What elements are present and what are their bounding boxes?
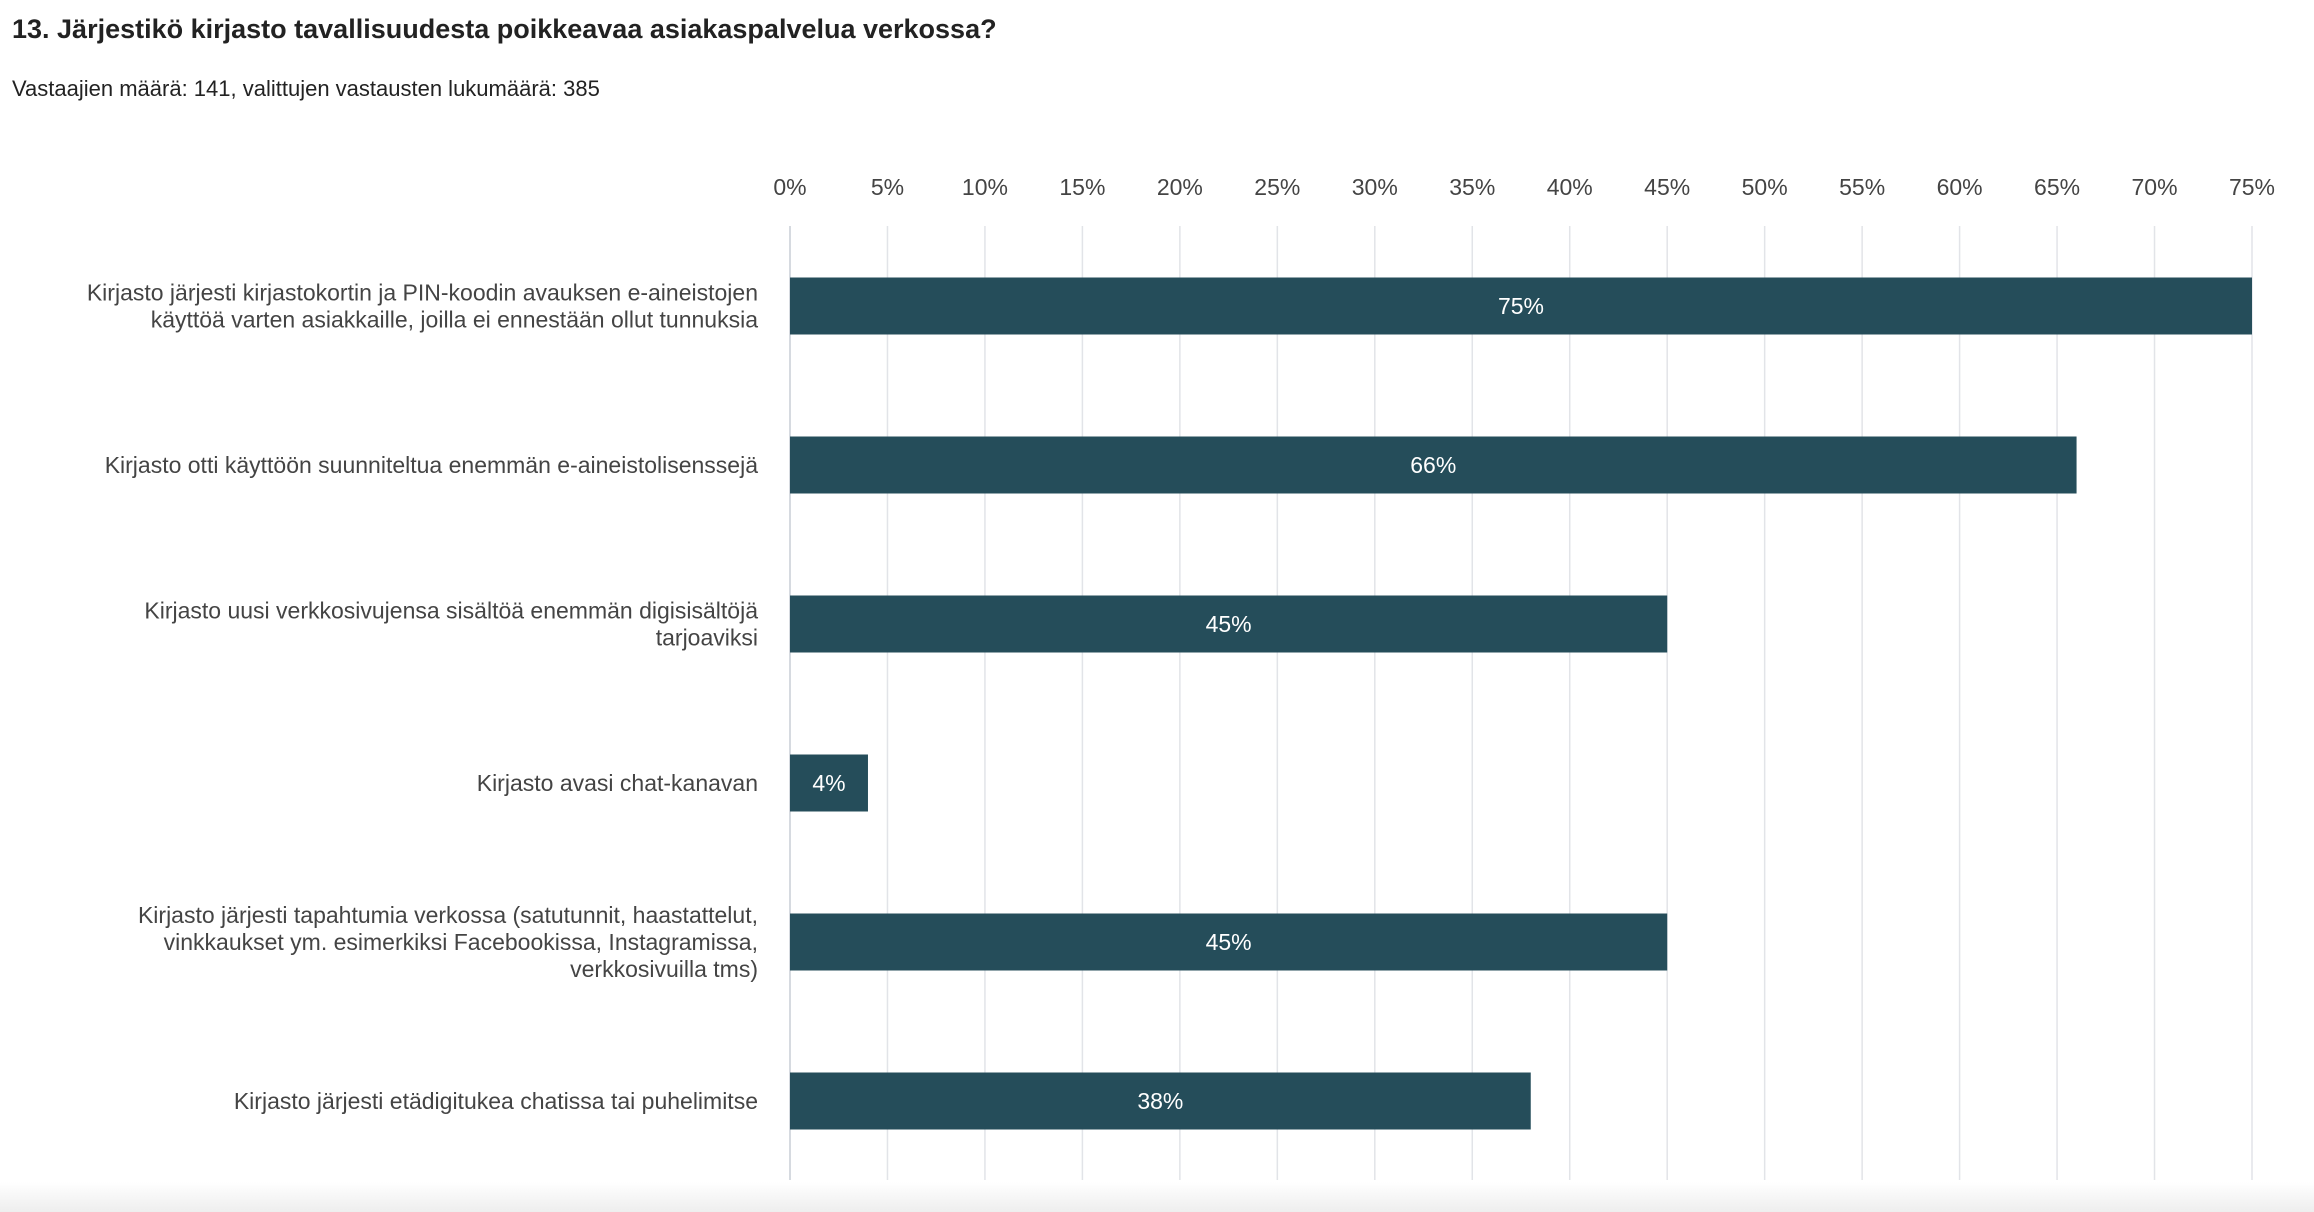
bars bbox=[790, 277, 2252, 1130]
bar bbox=[790, 754, 868, 812]
category-label-line: käyttöä varten asiakkaille, joilla ei en… bbox=[151, 307, 759, 333]
bar-value-label: 66% bbox=[1410, 452, 1456, 478]
category-label-line: Kirjasto avasi chat-kanavan bbox=[477, 770, 758, 796]
category-labels: Kirjasto järjesti kirjastokortin ja PIN-… bbox=[87, 280, 758, 1115]
x-tick-label: 5% bbox=[871, 174, 904, 200]
category-label-line: Kirjasto järjesti etädigitukea chatissa … bbox=[234, 1088, 758, 1114]
bar bbox=[790, 913, 1668, 971]
x-tick-label: 0% bbox=[773, 174, 806, 200]
category-label: Kirjasto otti käyttöön suunniteltua enem… bbox=[105, 452, 759, 478]
question-title: 13. Järjestikö kirjasto tavallisuudesta … bbox=[12, 14, 997, 44]
x-tick-label: 35% bbox=[1449, 174, 1495, 200]
x-tick-label: 45% bbox=[1644, 174, 1690, 200]
bar-value-label: 38% bbox=[1137, 1088, 1183, 1114]
category-label: Kirjasto järjesti tapahtumia verkossa (s… bbox=[138, 902, 758, 982]
x-tick-label: 30% bbox=[1352, 174, 1398, 200]
x-tick-label: 15% bbox=[1059, 174, 1105, 200]
respondent-summary: Vastaajien määrä: 141, valittujen vastau… bbox=[12, 76, 600, 101]
category-label: Kirjasto uusi verkkosivujensa sisältöä e… bbox=[144, 598, 758, 651]
data-labels: 75% 66% 45% 4% 45% 38% bbox=[812, 293, 1544, 1114]
category-label: Kirjasto järjesti etädigitukea chatissa … bbox=[234, 1088, 758, 1114]
x-tick-label: 60% bbox=[1937, 174, 1983, 200]
category-label-line: Kirjasto otti käyttöön suunniteltua enem… bbox=[105, 452, 759, 478]
bar-value-label: 45% bbox=[1206, 611, 1252, 637]
x-tick-label: 55% bbox=[1839, 174, 1885, 200]
category-label-line: vinkkaukset ym. esimerkiksi Facebookissa… bbox=[164, 929, 758, 955]
bar bbox=[790, 277, 2252, 335]
x-tick-label: 65% bbox=[2034, 174, 2080, 200]
category-label-line: tarjoaviksi bbox=[656, 625, 758, 651]
category-label-line: verkkosivuilla tms) bbox=[570, 956, 758, 982]
x-tick-label: 10% bbox=[962, 174, 1008, 200]
x-tick-label: 50% bbox=[1742, 174, 1788, 200]
bar bbox=[790, 436, 2077, 494]
category-label: Kirjasto järjesti kirjastokortin ja PIN-… bbox=[87, 280, 758, 333]
x-tick-label: 25% bbox=[1254, 174, 1300, 200]
x-tick-label: 20% bbox=[1157, 174, 1203, 200]
bar bbox=[790, 1072, 1531, 1130]
bar-value-label: 4% bbox=[812, 770, 845, 796]
x-tick-label: 70% bbox=[2132, 174, 2178, 200]
category-label-line: Kirjasto uusi verkkosivujensa sisältöä e… bbox=[144, 598, 758, 624]
x-tick-label: 40% bbox=[1547, 174, 1593, 200]
bottom-fade bbox=[0, 1182, 2314, 1212]
x-axis-ticks: 0% 5% 10% 15% 20% 25% 30% 35% 40% 45% 50% 55% 60% 65%… bbox=[773, 174, 2275, 200]
bar-value-label: 75% bbox=[1498, 293, 1544, 319]
category-label: Kirjasto avasi chat-kanavan bbox=[477, 770, 758, 796]
category-label-line: Kirjasto järjesti kirjastokortin ja PIN-… bbox=[87, 280, 758, 306]
gridlines bbox=[789, 226, 2253, 1180]
bar bbox=[790, 595, 1668, 653]
bar-value-label: 45% bbox=[1206, 929, 1252, 955]
category-label-line: Kirjasto järjesti tapahtumia verkossa (s… bbox=[138, 902, 758, 928]
x-tick-label: 75% bbox=[2229, 174, 2275, 200]
